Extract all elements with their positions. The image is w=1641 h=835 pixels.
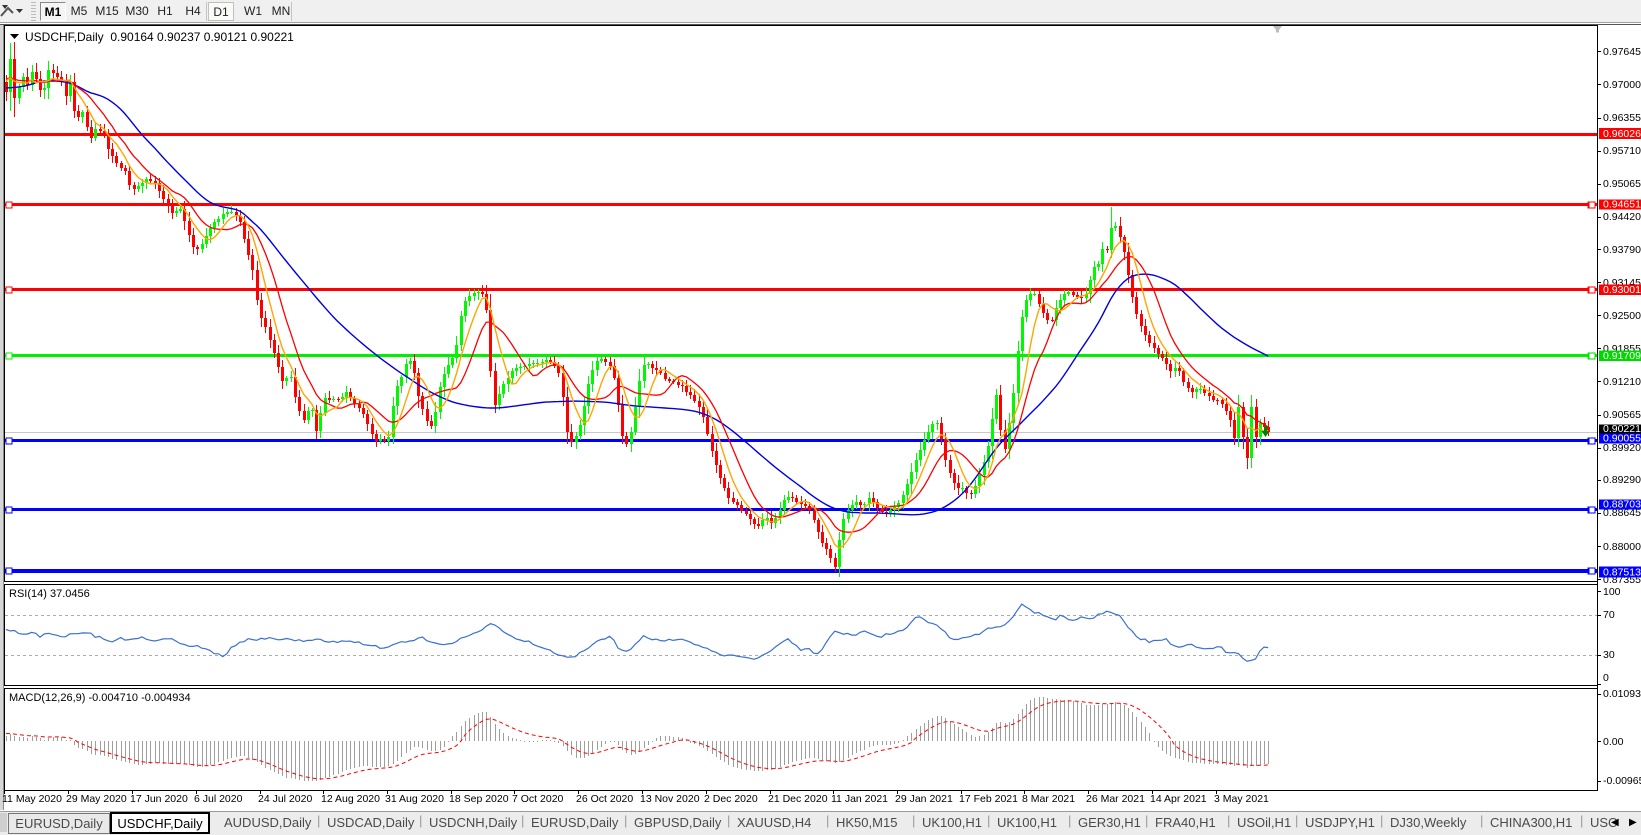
svg-text:29 Jan 2021: 29 Jan 2021 bbox=[895, 793, 953, 805]
svg-text:24 Jul 2020: 24 Jul 2020 bbox=[258, 793, 312, 805]
svg-text:26 Mar 2021: 26 Mar 2021 bbox=[1086, 793, 1145, 805]
svg-text:2 Dec 2020: 2 Dec 2020 bbox=[704, 793, 758, 805]
svg-text:14 Apr 2021: 14 Apr 2021 bbox=[1150, 793, 1207, 805]
svg-text:26 Oct 2020: 26 Oct 2020 bbox=[576, 793, 633, 805]
svg-text:6 Jul 2020: 6 Jul 2020 bbox=[194, 793, 243, 805]
svg-text:100: 100 bbox=[1603, 586, 1621, 598]
svg-text:12 Aug 2020: 12 Aug 2020 bbox=[321, 793, 380, 805]
svg-text:11 Jan 2021: 11 Jan 2021 bbox=[831, 793, 888, 805]
svg-text:0.94651: 0.94651 bbox=[1603, 199, 1641, 211]
svg-text:18 Sep 2020: 18 Sep 2020 bbox=[449, 793, 509, 805]
svg-text:0.88000: 0.88000 bbox=[1603, 541, 1641, 553]
svg-text:0.94420: 0.94420 bbox=[1603, 211, 1641, 223]
svg-text:30: 30 bbox=[1603, 649, 1615, 661]
svg-text:13 Nov 2020: 13 Nov 2020 bbox=[640, 793, 700, 805]
svg-text:0.90055: 0.90055 bbox=[1603, 433, 1641, 445]
svg-text:0.90565: 0.90565 bbox=[1603, 409, 1641, 421]
svg-text:31 Aug 2020: 31 Aug 2020 bbox=[385, 793, 444, 805]
svg-text:0.97645: 0.97645 bbox=[1603, 46, 1641, 58]
svg-text:0.93001: 0.93001 bbox=[1603, 284, 1641, 296]
svg-text:0.95065: 0.95065 bbox=[1603, 178, 1641, 190]
svg-text:21 Dec 2020: 21 Dec 2020 bbox=[768, 793, 828, 805]
svg-text:0.88703: 0.88703 bbox=[1603, 499, 1641, 511]
svg-text:17 Jun 2020: 17 Jun 2020 bbox=[130, 793, 188, 805]
svg-text:0.89290: 0.89290 bbox=[1603, 474, 1641, 486]
svg-text:MACD(12,26,9) -0.004710 -0.004: MACD(12,26,9) -0.004710 -0.004934 bbox=[9, 692, 191, 704]
svg-text:11 May 2020: 11 May 2020 bbox=[2, 793, 62, 805]
svg-text:0.96026: 0.96026 bbox=[1603, 128, 1641, 140]
svg-text:0.96355: 0.96355 bbox=[1603, 112, 1641, 124]
svg-text:3 May 2021: 3 May 2021 bbox=[1214, 793, 1269, 805]
svg-text:0.91210: 0.91210 bbox=[1603, 376, 1641, 388]
svg-text:0.88645: 0.88645 bbox=[1603, 507, 1641, 519]
svg-text:0: 0 bbox=[1603, 672, 1609, 684]
svg-text:70: 70 bbox=[1603, 609, 1615, 621]
svg-text:0.87513: 0.87513 bbox=[1603, 567, 1641, 579]
svg-text:17 Feb 2021: 17 Feb 2021 bbox=[959, 793, 1018, 805]
svg-text:0.90221: 0.90221 bbox=[1603, 423, 1641, 435]
svg-text:RSI(14) 37.0456: RSI(14) 37.0456 bbox=[9, 588, 90, 600]
svg-text:29 May 2020: 29 May 2020 bbox=[66, 793, 127, 805]
svg-text:0.91709: 0.91709 bbox=[1603, 350, 1641, 362]
svg-text:USDCHF,Daily 0.90164 0.90237: USDCHF,Daily 0.90164 0.90237 0.90121 0.9… bbox=[25, 30, 294, 44]
svg-text:0.93790: 0.93790 bbox=[1603, 244, 1641, 256]
svg-text:0.95710: 0.95710 bbox=[1603, 145, 1641, 157]
svg-text:0.92500: 0.92500 bbox=[1603, 310, 1641, 322]
svg-text:7 Oct 2020: 7 Oct 2020 bbox=[512, 793, 564, 805]
svg-text:0.010933: 0.010933 bbox=[1603, 688, 1641, 700]
svg-text:0.00: 0.00 bbox=[1603, 736, 1624, 748]
svg-text:8 Mar 2021: 8 Mar 2021 bbox=[1022, 793, 1075, 805]
svg-text:-0.009653: -0.009653 bbox=[1603, 775, 1641, 787]
svg-text:0.97000: 0.97000 bbox=[1603, 79, 1641, 91]
svg-text:0.89920: 0.89920 bbox=[1603, 442, 1641, 454]
